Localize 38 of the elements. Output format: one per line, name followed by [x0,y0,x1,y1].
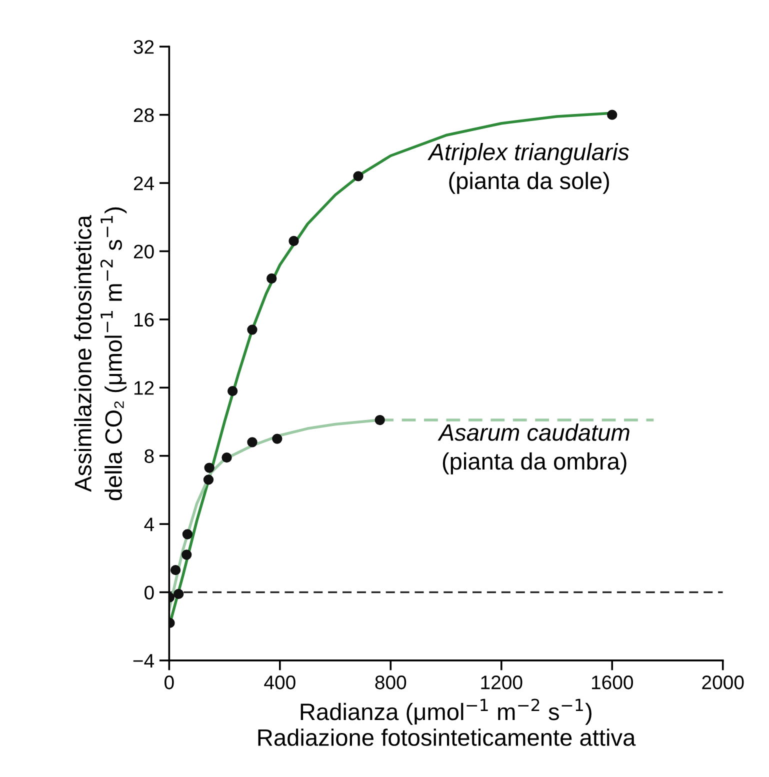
y-tick-label: −4 [133,654,154,668]
point [227,386,238,396]
point [170,564,181,576]
x-tick-label: 400 [264,676,296,690]
point [353,171,364,182]
point [288,236,299,246]
y-tick-label: 12 [134,381,154,395]
y-axis-title: Assimilazione fotosintetica della CO₂ (μmol$^{−1}$ m$^{−2}$ s$^{−1}$) [74,207,127,500]
point [182,550,192,560]
x-tick-label: 800 [375,676,406,690]
annotation: Asarum caudatum [438,424,630,441]
point [272,434,282,444]
point [266,273,277,284]
point [204,462,214,473]
annotation: (pianta da ombra) [442,452,626,474]
x-tick-label: 0 [164,676,174,690]
y-tick-label: 20 [134,244,154,258]
y-tick-label: 4 [144,518,154,532]
y-tick-label: 16 [134,312,154,327]
x-tick-label: 1600 [592,676,633,690]
y-tick-label: 0 [144,586,154,600]
point [374,414,385,426]
x-tick-label: 1200 [481,676,522,690]
point [182,529,193,540]
annotation: Atriplex triangularis [428,143,629,166]
point [203,474,214,485]
y-tick-label: 28 [134,108,154,122]
annotation: (pianta da sole) [449,172,609,194]
point [174,588,184,600]
point [247,437,258,448]
y-tick-label: 24 [134,176,154,190]
x-tick-label: 2000 [702,676,744,690]
point [607,110,618,120]
x-axis-title: Radianza (μmol$^{−1}$ m$^{−2}$ s$^{−1}$) Radiazione fotosinteticamente attiva [258,698,636,746]
point [222,452,232,463]
y-tick-label: 32 [134,40,154,54]
y-tick-label: 8 [144,449,154,464]
point [247,324,258,335]
